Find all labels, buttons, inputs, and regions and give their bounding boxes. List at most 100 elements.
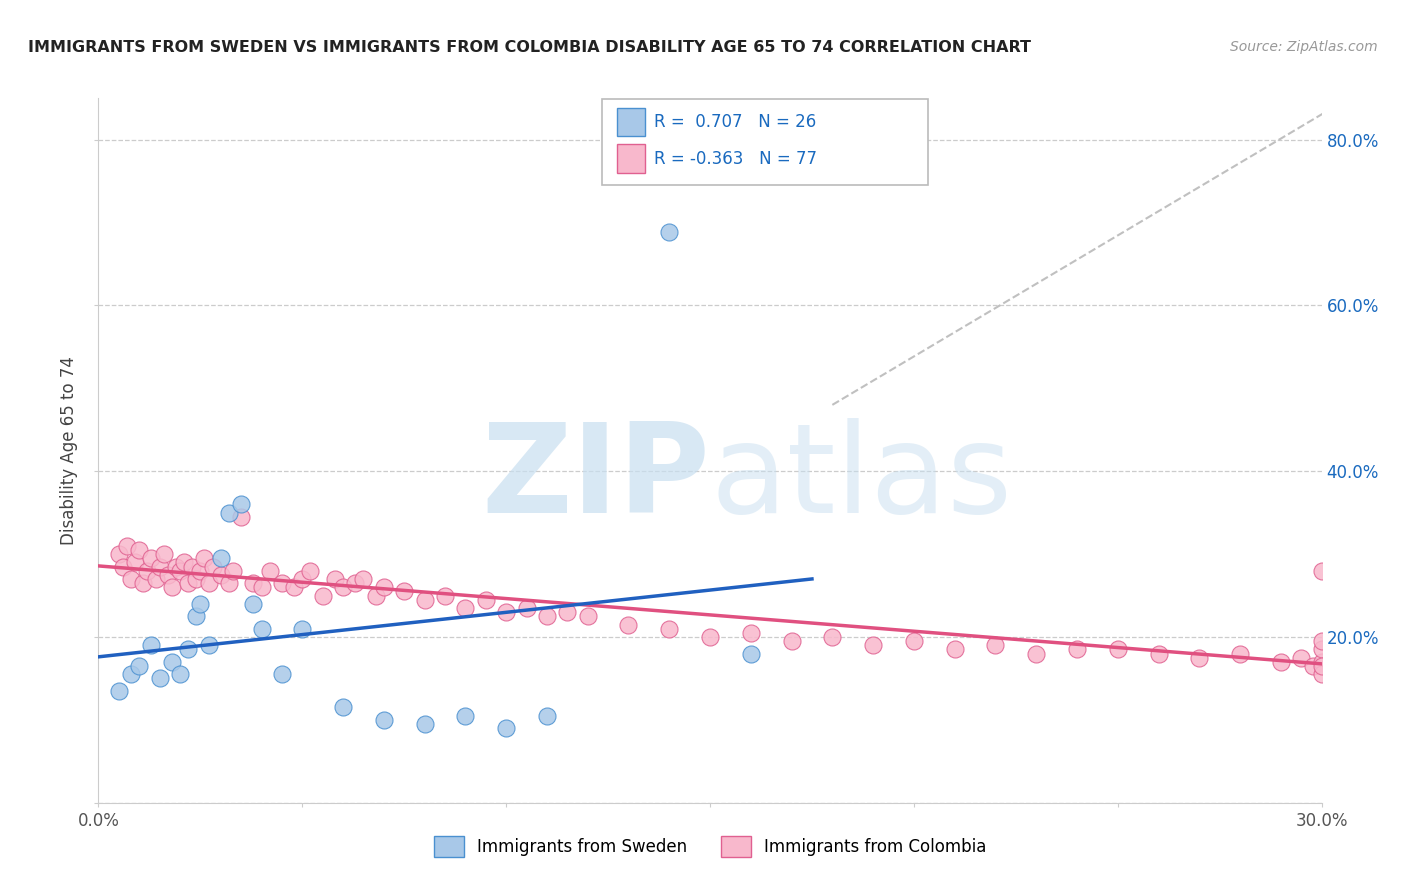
Point — [536, 609, 558, 624]
Point — [699, 630, 721, 644]
Point — [108, 547, 131, 561]
Point — [323, 572, 346, 586]
Point — [145, 572, 167, 586]
Point — [413, 592, 436, 607]
Point — [160, 580, 183, 594]
Point — [536, 708, 558, 723]
Point — [1291, 650, 1313, 665]
Point — [218, 576, 240, 591]
Point — [413, 717, 436, 731]
Point — [108, 684, 131, 698]
Point — [197, 638, 219, 652]
Point — [218, 506, 240, 520]
Point — [332, 580, 354, 594]
Point — [454, 601, 477, 615]
Point — [250, 580, 273, 594]
Point — [1107, 642, 1129, 657]
Point — [188, 564, 212, 578]
Point — [495, 721, 517, 735]
Point — [132, 576, 155, 591]
Point — [1302, 659, 1324, 673]
Point — [312, 589, 335, 603]
Text: Source: ZipAtlas.com: Source: ZipAtlas.com — [1230, 40, 1378, 54]
Point — [160, 655, 183, 669]
Point — [474, 592, 498, 607]
Point — [149, 672, 172, 686]
Point — [197, 576, 219, 591]
Point — [209, 551, 232, 566]
Point — [186, 609, 208, 624]
Legend: Immigrants from Sweden, Immigrants from Colombia: Immigrants from Sweden, Immigrants from … — [426, 828, 994, 865]
Text: ZIP: ZIP — [481, 418, 710, 539]
Point — [169, 564, 191, 578]
Point — [943, 642, 966, 657]
Point — [1188, 650, 1211, 665]
Point — [201, 559, 224, 574]
Point — [373, 713, 395, 727]
Point — [270, 667, 294, 681]
Point — [209, 567, 232, 582]
Point — [270, 576, 294, 591]
Point — [242, 576, 264, 591]
Point — [1310, 642, 1333, 657]
Point — [173, 555, 195, 569]
Point — [576, 609, 599, 624]
Point — [111, 559, 134, 574]
Point — [373, 580, 395, 594]
Point — [149, 559, 172, 574]
Point — [1310, 659, 1333, 673]
Point — [115, 539, 138, 553]
Point — [903, 634, 925, 648]
Point — [1229, 647, 1251, 661]
Point — [984, 638, 1007, 652]
Point — [434, 589, 457, 603]
Point — [124, 555, 146, 569]
Point — [156, 567, 179, 582]
Point — [516, 601, 538, 615]
Point — [128, 659, 150, 673]
Point — [177, 576, 200, 591]
Point — [364, 589, 387, 603]
Point — [169, 667, 191, 681]
Point — [1310, 667, 1333, 681]
Point — [821, 630, 844, 644]
Point — [392, 584, 416, 599]
Point — [231, 509, 253, 524]
Point — [495, 605, 517, 619]
Point — [222, 564, 245, 578]
Point — [1147, 647, 1170, 661]
Point — [352, 572, 374, 586]
Point — [658, 226, 681, 240]
Point — [658, 622, 681, 636]
Point — [152, 547, 174, 561]
Point — [555, 605, 579, 619]
Text: R =  0.707   N = 26: R = 0.707 N = 26 — [654, 113, 815, 131]
Point — [740, 625, 762, 640]
Point — [291, 622, 314, 636]
Point — [862, 638, 884, 652]
Text: IMMIGRANTS FROM SWEDEN VS IMMIGRANTS FROM COLOMBIA DISABILITY AGE 65 TO 74 CORRE: IMMIGRANTS FROM SWEDEN VS IMMIGRANTS FRO… — [28, 40, 1031, 55]
Point — [193, 551, 215, 566]
Point — [1066, 642, 1088, 657]
Text: atlas: atlas — [710, 418, 1012, 539]
Point — [188, 597, 212, 611]
Point — [186, 572, 208, 586]
Point — [454, 708, 477, 723]
Point — [291, 572, 314, 586]
Point — [181, 559, 204, 574]
Point — [780, 634, 803, 648]
Point — [120, 667, 142, 681]
Point — [1310, 655, 1333, 669]
Point — [177, 642, 200, 657]
Point — [141, 638, 163, 652]
Point — [617, 617, 640, 632]
Point — [1310, 634, 1333, 648]
Point — [128, 543, 150, 558]
Point — [136, 564, 159, 578]
Point — [250, 622, 273, 636]
Point — [259, 564, 281, 578]
Point — [242, 597, 264, 611]
Text: R = -0.363   N = 77: R = -0.363 N = 77 — [654, 150, 817, 168]
Point — [1025, 647, 1047, 661]
Y-axis label: Disability Age 65 to 74: Disability Age 65 to 74 — [60, 356, 79, 545]
